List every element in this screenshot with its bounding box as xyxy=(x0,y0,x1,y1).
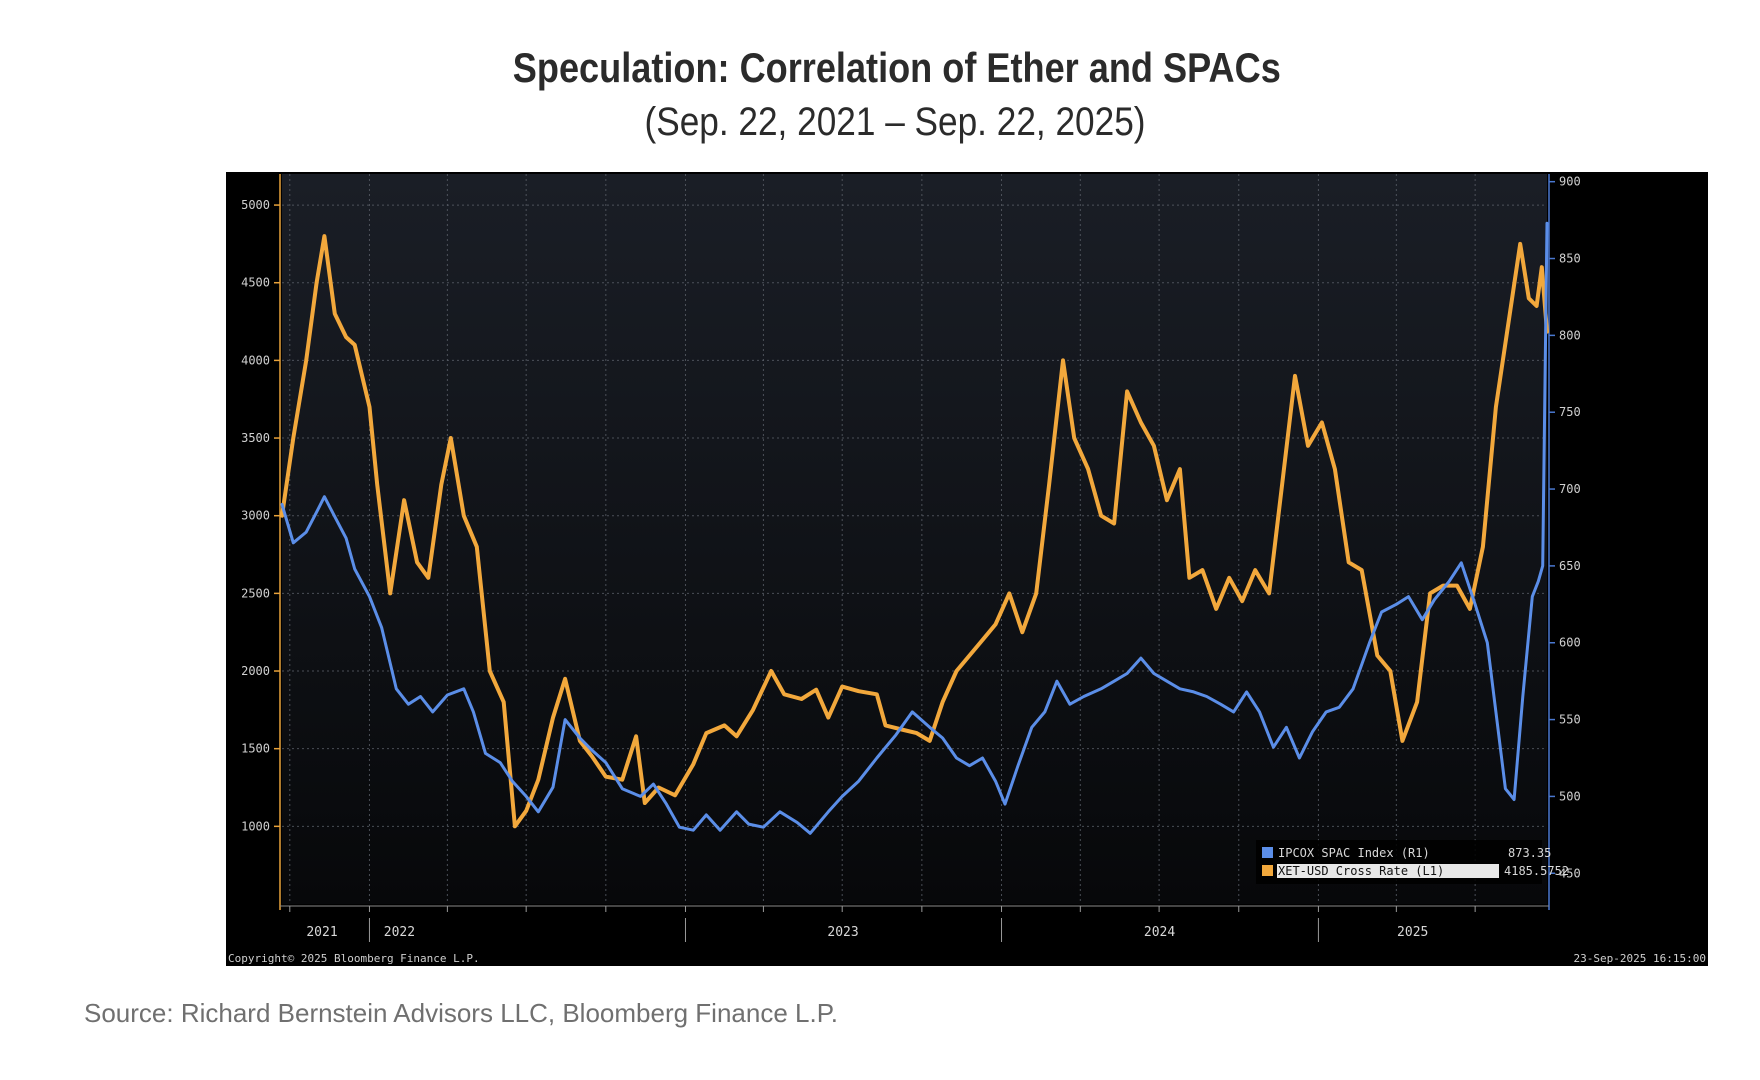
left-axis-tick-label: 1500 xyxy=(241,742,270,756)
spac-series-line xyxy=(280,221,1549,835)
x-axis-tick-label: 2024 xyxy=(1144,925,1175,940)
left-axis-tick-label: 1000 xyxy=(241,819,270,833)
chart-panel: 1000 1500 2000 2500 3000 3500 4000 4500 5000 450 5… xyxy=(226,172,1708,966)
legend-swatch-ether xyxy=(1262,865,1273,876)
grid-lines xyxy=(282,174,1547,904)
right-axis-tick-label: 850 xyxy=(1559,252,1581,266)
right-axis-tick-label: 550 xyxy=(1559,713,1581,727)
line-chart: 1000 1500 2000 2500 3000 3500 4000 4500 5000 450 5… xyxy=(226,172,1708,966)
left-axis-tick-label: 2500 xyxy=(241,586,270,600)
ether-series-line xyxy=(280,234,1549,829)
right-axis-tick-label: 900 xyxy=(1559,175,1581,189)
x-axis-tick-label: 2023 xyxy=(827,925,858,940)
timestamp-note: 23-Sep-2025 16:15:00 xyxy=(1574,952,1706,965)
legend: IPCOX SPAC Index (R1) 873.35 XET-USD Cro… xyxy=(1256,840,1569,884)
chart-subtitle: (Sep. 22, 2021 – Sep. 22, 2025) xyxy=(644,100,1146,144)
legend-label-highlight xyxy=(1277,864,1499,878)
series-lines xyxy=(280,221,1549,835)
legend-label-ether: XET-USD Cross Rate (L1) xyxy=(1278,864,1444,878)
right-axis-tick-label: 650 xyxy=(1559,559,1581,573)
axes: 1000 1500 2000 2500 3000 3500 4000 4500 5000 450 5… xyxy=(241,174,1581,942)
left-axis-tick-label: 2000 xyxy=(241,664,270,678)
right-axis-tick-label: 800 xyxy=(1559,328,1581,342)
legend-value-spac: 873.35 xyxy=(1508,846,1551,860)
copyright-note: Copyright© 2025 Bloomberg Finance L.P. xyxy=(228,952,480,965)
plot-area xyxy=(282,174,1547,904)
legend-label-spac: IPCOX SPAC Index (R1) xyxy=(1278,846,1430,860)
chart-title: Speculation: Correlation of Ether and SP… xyxy=(512,44,1281,91)
left-axis-tick-label: 4500 xyxy=(241,276,270,290)
x-axis-tick-label: 2021 xyxy=(306,925,337,940)
x-axis-tick-label: 2025 xyxy=(1397,925,1428,940)
source-note: Source: Richard Bernstein Advisors LLC, … xyxy=(84,998,838,1028)
left-axis-tick-label: 3500 xyxy=(241,431,270,445)
right-axis-tick-label: 500 xyxy=(1559,789,1581,803)
right-axis-tick-label: 600 xyxy=(1559,636,1581,650)
x-axis-tick-label: 2022 xyxy=(384,925,415,940)
right-axis-tick-label: 450 xyxy=(1559,866,1581,880)
right-axis-tick-label: 700 xyxy=(1559,482,1581,496)
right-axis-tick-label: 750 xyxy=(1559,405,1581,419)
left-axis-tick-label: 3000 xyxy=(241,509,270,523)
left-axis-tick-label: 5000 xyxy=(241,198,270,212)
legend-value-ether: 4185.5752 xyxy=(1504,864,1569,878)
legend-swatch-spac xyxy=(1262,847,1273,858)
left-axis-tick-label: 4000 xyxy=(241,353,270,367)
